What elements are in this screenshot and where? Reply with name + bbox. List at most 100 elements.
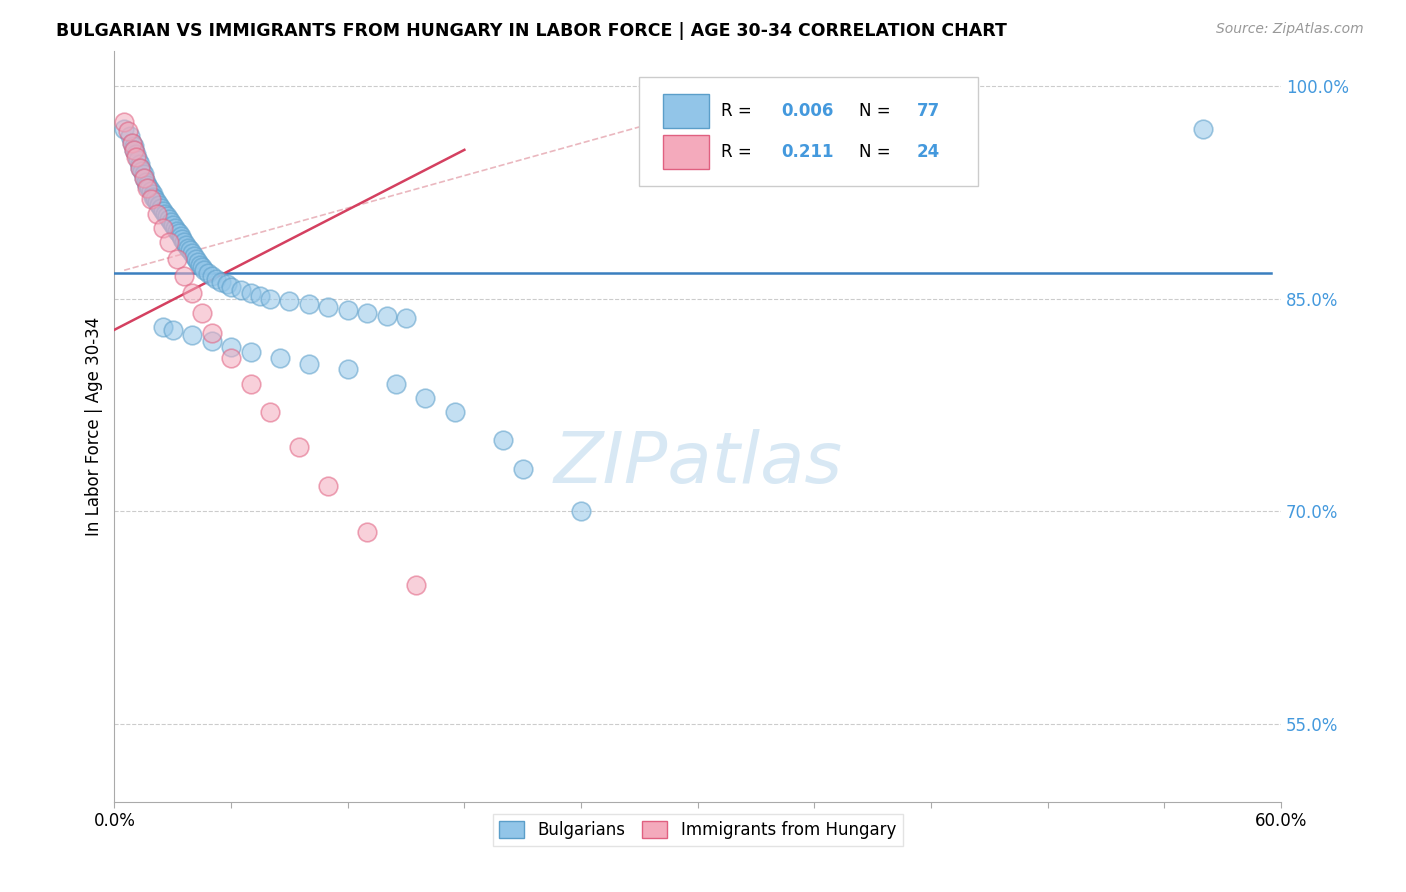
- Point: [239, 285, 262, 300]
- Point: [179, 244, 201, 258]
- Point: [336, 362, 359, 376]
- Text: R =: R =: [721, 143, 756, 161]
- Point: [167, 227, 190, 241]
- Text: 0.211: 0.211: [782, 143, 834, 161]
- Point: [569, 504, 592, 518]
- Point: [153, 206, 176, 220]
- Point: [150, 201, 173, 215]
- Point: [148, 198, 170, 212]
- Point: [385, 376, 408, 391]
- Point: [209, 275, 232, 289]
- Point: [142, 186, 165, 201]
- Point: [184, 252, 207, 266]
- Point: [121, 136, 143, 150]
- Point: [259, 405, 281, 419]
- Point: [204, 272, 226, 286]
- Point: [219, 340, 242, 354]
- Point: [142, 189, 165, 203]
- Point: [395, 311, 418, 326]
- Point: [128, 161, 150, 176]
- Point: [157, 212, 180, 227]
- Point: [356, 525, 378, 540]
- Point: [146, 206, 169, 220]
- Point: [229, 283, 252, 297]
- Point: [201, 334, 224, 348]
- Point: [122, 138, 145, 153]
- Point: [298, 297, 321, 311]
- Text: 77: 77: [917, 102, 941, 120]
- Point: [316, 478, 339, 492]
- Point: [201, 268, 224, 283]
- Point: [166, 252, 188, 266]
- Bar: [662, 135, 710, 169]
- Point: [191, 260, 214, 275]
- Text: BULGARIAN VS IMMIGRANTS FROM HUNGARY IN LABOR FORCE | AGE 30-34 CORRELATION CHAR: BULGARIAN VS IMMIGRANTS FROM HUNGARY IN …: [56, 22, 1007, 40]
- Point: [141, 193, 163, 207]
- Point: [176, 237, 198, 252]
- Point: [125, 150, 148, 164]
- Point: [143, 193, 166, 207]
- Point: [172, 232, 194, 246]
- Point: [136, 178, 159, 193]
- Point: [127, 153, 149, 167]
- Point: [193, 263, 215, 277]
- Point: [1192, 121, 1215, 136]
- Text: 24: 24: [917, 143, 941, 161]
- Point: [118, 128, 141, 143]
- Point: [173, 235, 195, 249]
- Text: Source: ZipAtlas.com: Source: ZipAtlas.com: [1216, 22, 1364, 37]
- Point: [188, 258, 211, 272]
- Point: [169, 229, 191, 244]
- Point: [181, 246, 204, 260]
- Point: [112, 121, 135, 136]
- Point: [128, 157, 150, 171]
- Point: [492, 434, 515, 448]
- Point: [166, 224, 188, 238]
- Point: [134, 176, 156, 190]
- Text: N =: N =: [859, 102, 896, 120]
- Point: [336, 302, 359, 317]
- Legend: Bulgarians, Immigrants from Hungary: Bulgarians, Immigrants from Hungary: [492, 814, 903, 846]
- Point: [217, 277, 239, 292]
- Point: [132, 171, 155, 186]
- Point: [128, 161, 150, 176]
- Point: [405, 578, 427, 592]
- Point: [219, 351, 242, 365]
- Point: [298, 357, 321, 371]
- Point: [187, 254, 209, 268]
- Point: [249, 289, 271, 303]
- Point: [152, 203, 174, 218]
- Point: [122, 143, 145, 157]
- Point: [375, 309, 398, 323]
- Point: [259, 292, 281, 306]
- Point: [162, 323, 184, 337]
- Text: 0.006: 0.006: [782, 102, 834, 120]
- Point: [191, 306, 214, 320]
- Point: [162, 218, 184, 232]
- Point: [132, 171, 155, 186]
- Point: [181, 328, 204, 343]
- Point: [157, 235, 180, 249]
- Bar: [662, 95, 710, 128]
- Point: [356, 306, 378, 320]
- Point: [152, 320, 174, 334]
- Point: [201, 326, 224, 340]
- Point: [112, 114, 135, 128]
- Point: [183, 249, 205, 263]
- Point: [181, 285, 204, 300]
- Point: [125, 147, 148, 161]
- Point: [173, 268, 195, 283]
- Point: [163, 220, 186, 235]
- Text: ZIPatlas: ZIPatlas: [553, 429, 842, 498]
- Point: [141, 184, 163, 198]
- Point: [316, 300, 339, 314]
- Point: [269, 351, 291, 365]
- Y-axis label: In Labor Force | Age 30-34: In Labor Force | Age 30-34: [86, 317, 103, 536]
- Point: [219, 280, 242, 294]
- Point: [156, 210, 179, 224]
- Point: [239, 376, 262, 391]
- FancyBboxPatch shape: [640, 77, 977, 186]
- Point: [146, 195, 169, 210]
- Text: R =: R =: [721, 102, 756, 120]
- Point: [152, 220, 174, 235]
